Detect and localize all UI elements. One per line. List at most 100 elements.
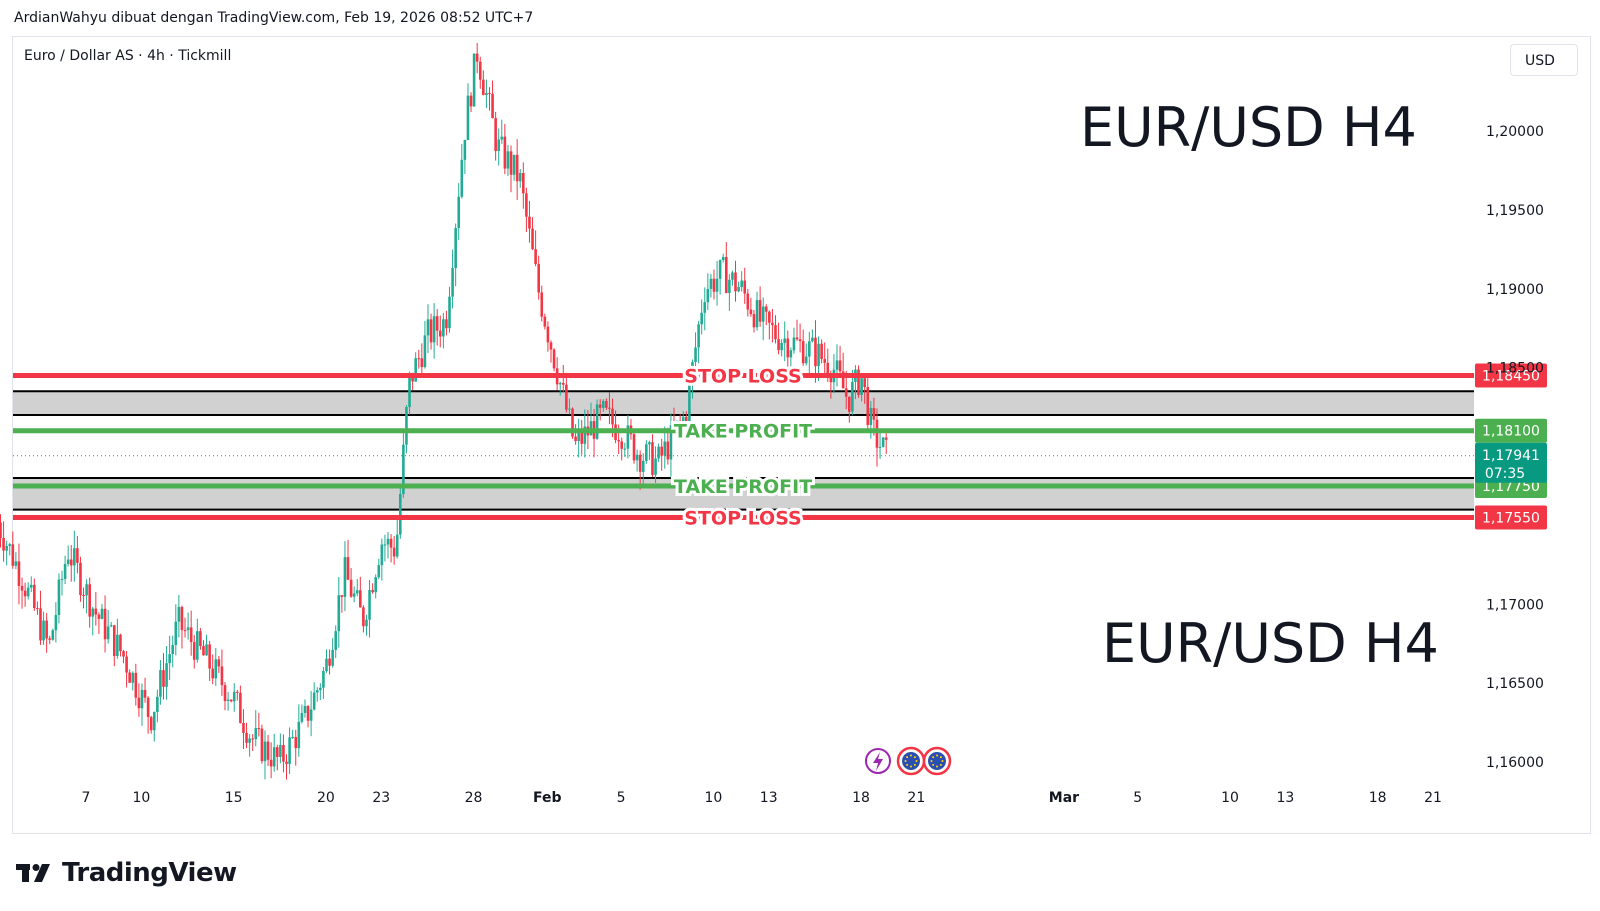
candle-body <box>522 172 525 194</box>
eu-star <box>936 765 938 768</box>
x-tick-label: 18 <box>1369 790 1387 806</box>
candle-body <box>337 595 341 632</box>
x-tick-label: 13 <box>1276 790 1294 806</box>
candle-body <box>383 544 387 546</box>
candle-body <box>703 302 707 313</box>
candle-body <box>103 608 107 640</box>
price-zones <box>13 390 1474 511</box>
candle-body <box>331 649 334 666</box>
zone-fill <box>13 391 1474 415</box>
y-tick-label: 1,19500 <box>1486 203 1544 219</box>
candle-body <box>546 326 550 343</box>
stop-loss-label: STOP LOSS <box>684 366 801 388</box>
chart-panel[interactable] <box>12 36 1591 834</box>
candle-body <box>205 644 208 656</box>
candle-body <box>445 319 448 329</box>
candle-body <box>309 709 313 721</box>
tradingview-brand[interactable]: TradingView <box>16 858 237 888</box>
candle-body <box>405 407 408 445</box>
candle-body <box>60 578 64 580</box>
eu-star <box>906 763 909 766</box>
candle-body <box>177 606 181 622</box>
candle-body <box>94 608 98 615</box>
candle-body <box>817 343 820 367</box>
candle-body <box>119 634 122 652</box>
symbol-info[interactable]: Euro / Dollar AS · 4h · Tickmill <box>24 48 232 64</box>
candle-body <box>771 322 774 326</box>
candle-body <box>518 172 522 182</box>
candle-body <box>371 589 374 593</box>
candle-body <box>199 631 202 647</box>
candle-body <box>306 706 310 721</box>
candle-body <box>26 587 30 597</box>
candle-body <box>343 557 347 597</box>
candle-body <box>878 446 882 448</box>
lightning-icon[interactable] <box>865 748 891 774</box>
candle-body <box>33 584 36 609</box>
candle-body <box>718 260 722 279</box>
candle-body <box>641 460 645 472</box>
y-tick-label: 1,17000 <box>1486 597 1544 613</box>
candle-body <box>149 717 153 731</box>
candle-body <box>811 337 814 342</box>
eu-flag-icon[interactable] <box>896 746 926 776</box>
candle-body <box>844 388 848 397</box>
candle-body <box>340 595 344 597</box>
x-tick-label: 10 <box>704 790 722 806</box>
candle-body <box>746 293 750 310</box>
candle-body <box>857 369 860 395</box>
candle-body <box>804 356 808 364</box>
candle-body <box>451 268 454 297</box>
candle-body <box>319 687 322 691</box>
candle-body <box>189 627 193 643</box>
candle-body <box>537 264 540 293</box>
candle-body <box>761 306 765 322</box>
candle-body <box>245 732 248 743</box>
candle-body <box>272 747 276 767</box>
candle-body <box>792 337 796 351</box>
candle-body <box>515 154 519 182</box>
candle-body <box>162 670 165 687</box>
candles <box>0 42 888 780</box>
candle-body <box>214 659 218 679</box>
candle-body <box>715 278 719 292</box>
candle-body <box>626 425 630 449</box>
candle-body <box>512 154 516 175</box>
candle-body <box>349 579 353 597</box>
candle-body <box>303 706 307 713</box>
candle-body <box>758 300 762 322</box>
x-tick-label: 21 <box>1424 790 1442 806</box>
candle-body <box>266 741 270 760</box>
currency-selector[interactable]: USD <box>1510 44 1578 76</box>
candle-body <box>731 272 734 280</box>
candle-body <box>881 437 885 447</box>
zone-fill <box>13 478 1474 510</box>
candle-body <box>76 548 79 563</box>
candle-body <box>174 621 178 646</box>
candle-body <box>525 193 528 217</box>
candle-body <box>23 590 27 597</box>
stop-loss-label: STOP LOSS <box>684 507 801 529</box>
candle-body <box>685 416 688 424</box>
event-icons <box>865 746 952 776</box>
candle-body <box>180 606 184 631</box>
candle-body <box>872 407 876 420</box>
candle-body <box>402 444 405 494</box>
x-tick-label: 23 <box>372 790 390 806</box>
candle-body <box>663 441 667 456</box>
eu-star <box>913 756 916 759</box>
author-line: ArdianWahyu dibuat dengan TradingView.co… <box>14 10 534 26</box>
candle-body <box>568 408 571 410</box>
eu-flag-icon[interactable] <box>922 746 952 776</box>
price-tag-label: 1,17750 <box>1482 479 1540 495</box>
price-tag-label: 1,18450 <box>1482 369 1540 385</box>
candle-body <box>638 454 642 472</box>
candle-body <box>156 696 159 713</box>
candle-body <box>69 559 73 566</box>
candle-body <box>57 579 61 616</box>
candle-body <box>577 432 580 442</box>
candle-body <box>389 538 393 548</box>
candle-body <box>432 316 436 343</box>
candle-body <box>457 196 461 229</box>
